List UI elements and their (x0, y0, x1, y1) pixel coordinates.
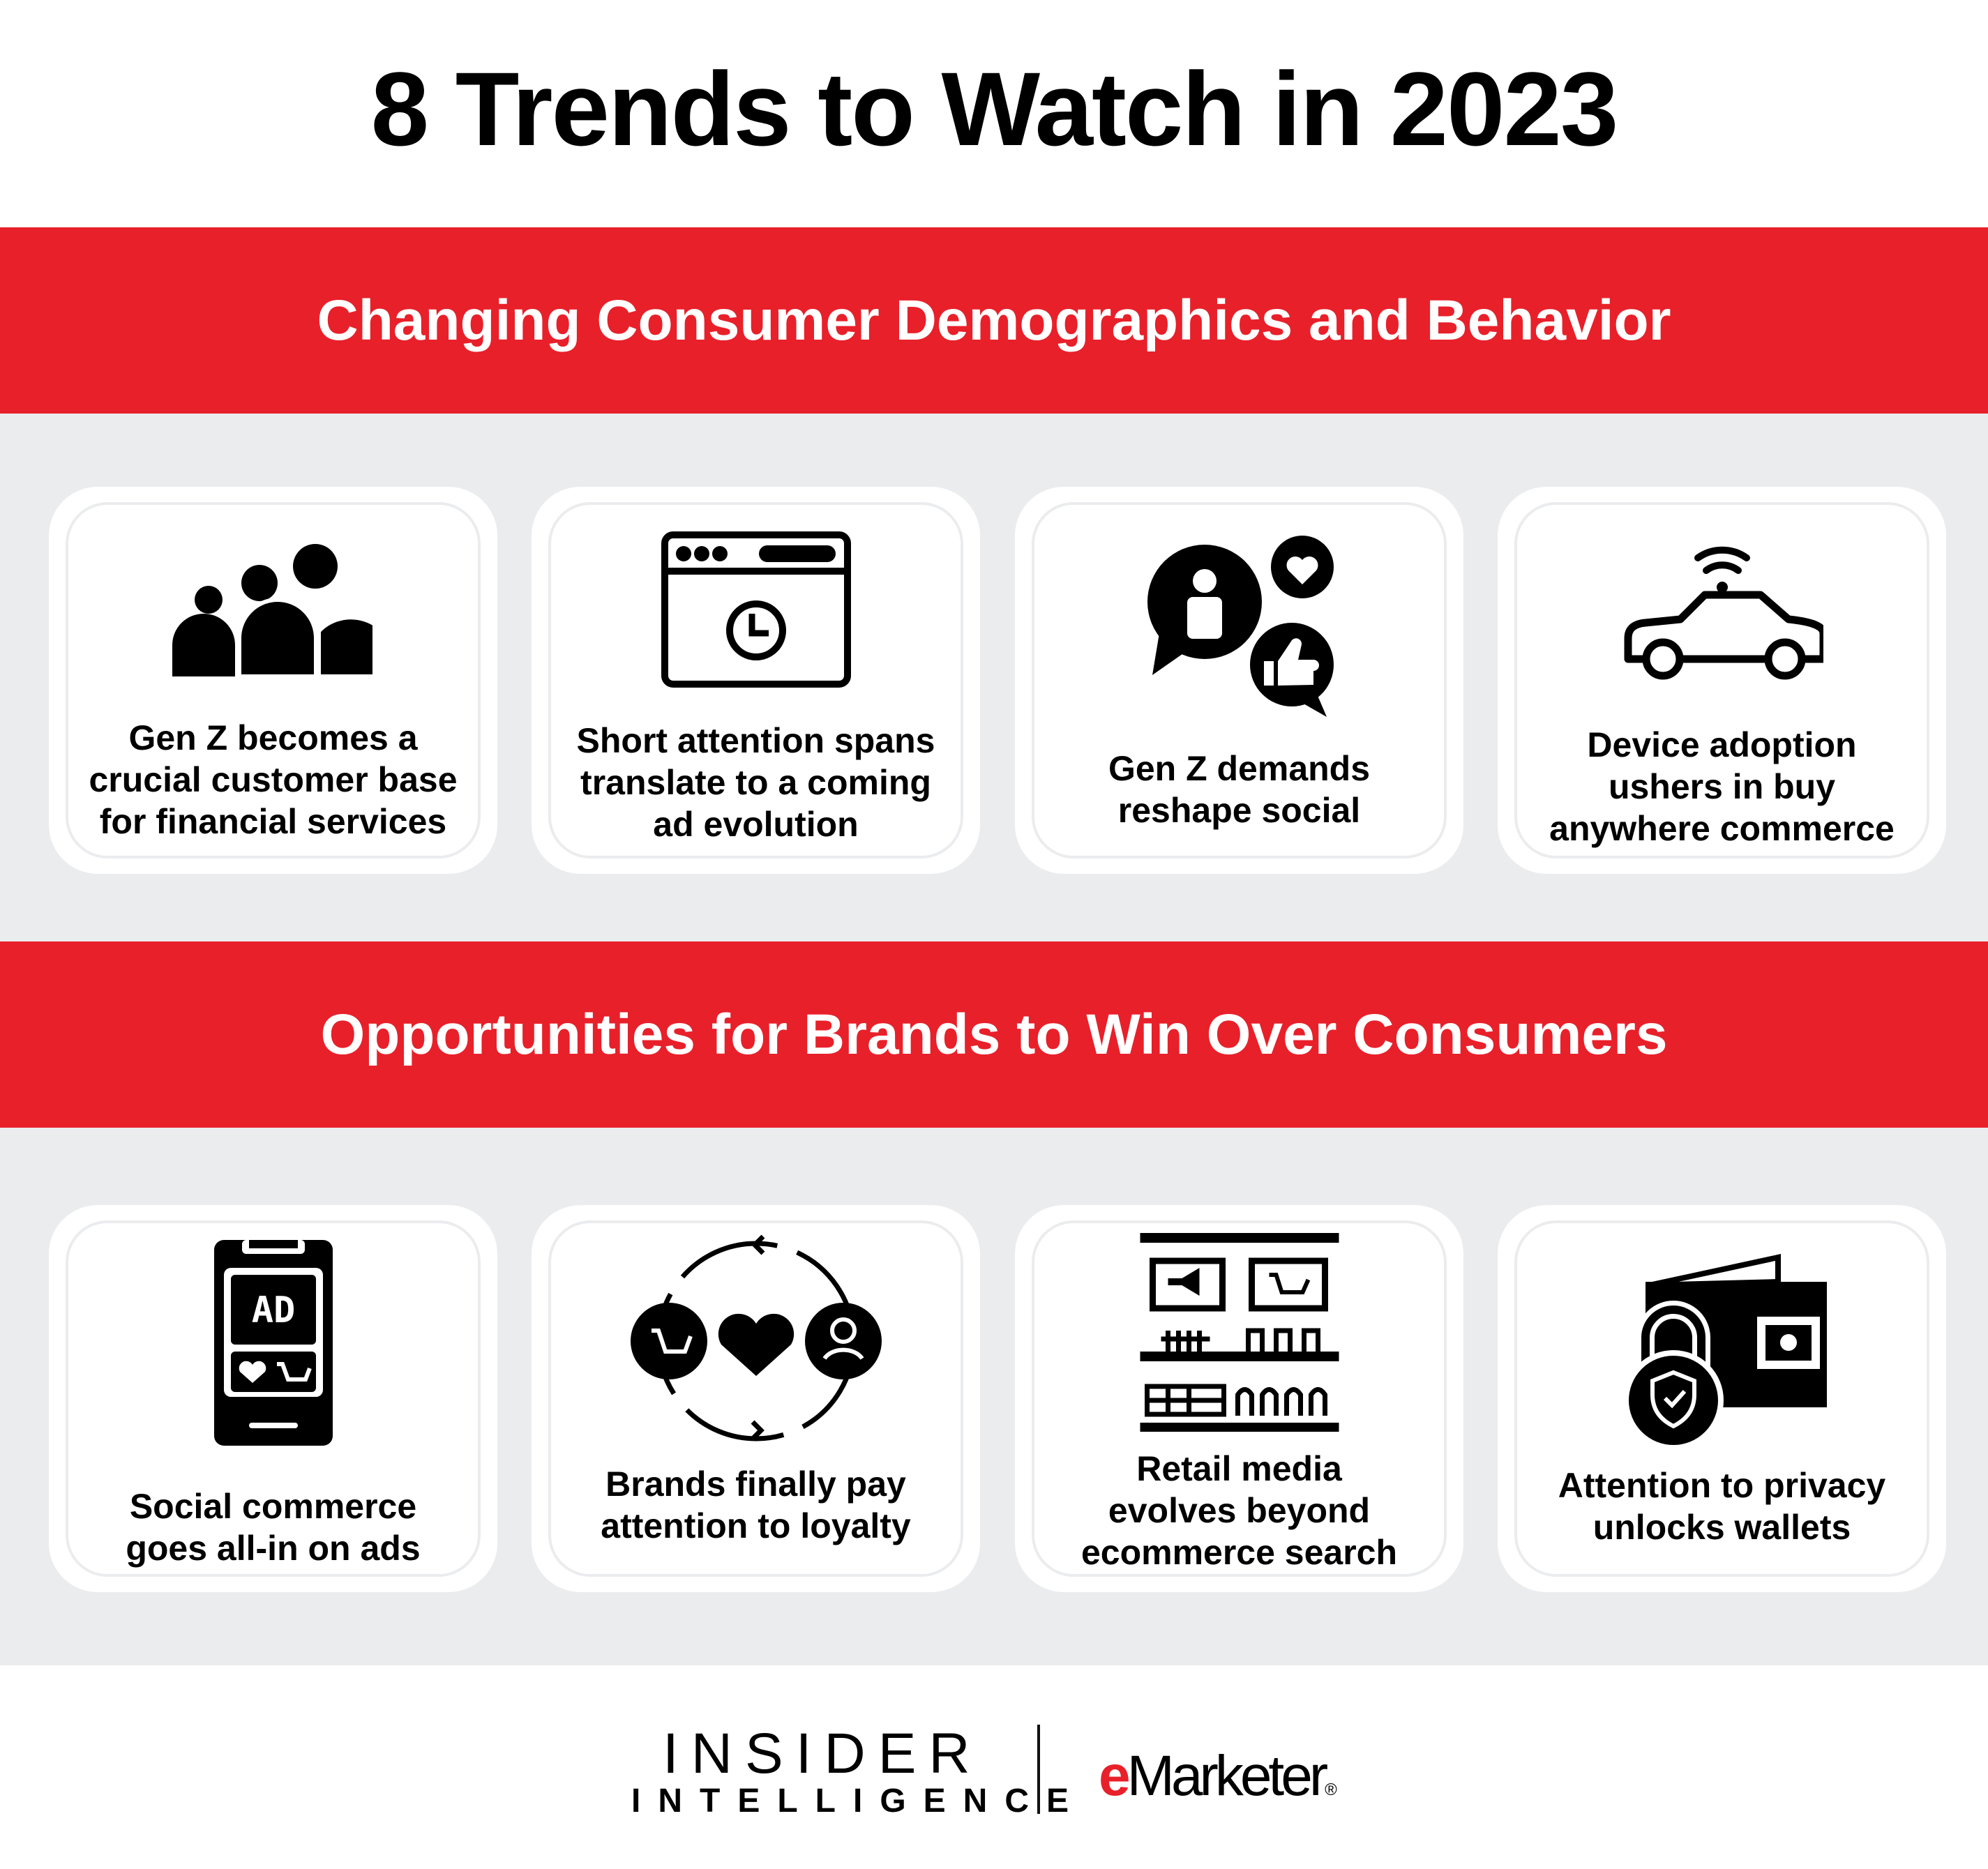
ad-label: AD (251, 1289, 295, 1331)
trend-text-line: unlocks wallets (1592, 1508, 1851, 1547)
trend-card: Retail media evolves beyond ecommerce se… (1015, 1205, 1463, 1592)
trend-text-line: attention to loyalty (601, 1506, 911, 1545)
browser-clock-icon (661, 531, 851, 688)
trend-text-line: anywhere commerce (1549, 809, 1895, 848)
trend-text-line: goes all-in on ads (126, 1529, 421, 1568)
emarketer-logo-e: e (1099, 1744, 1131, 1808)
trend-card: Device adoption ushers in buy anywhere c… (1498, 487, 1946, 874)
loyalty-cycle-icon (630, 1234, 882, 1442)
logo-divider (1037, 1725, 1040, 1814)
trend-text-line: Gen Z becomes a (128, 718, 418, 757)
trend-text-line: evolves beyond (1108, 1491, 1371, 1530)
trend-text-line: for financial services (99, 802, 447, 841)
emarketer-logo-text: Marketer (1127, 1744, 1329, 1808)
trend-card: Brands finally pay attention to loyalty (532, 1205, 980, 1592)
trend-text-line: Device adoption (1587, 725, 1857, 764)
trend-text-line: ad evolution (653, 805, 859, 844)
trend-text-line: ecommerce search (1080, 1533, 1398, 1572)
footer (0, 1665, 1988, 1869)
social-chat-like-icon (1147, 536, 1334, 717)
trend-text-line: Retail media (1136, 1449, 1342, 1488)
trend-card: Attention to privacy unlocks wallets (1498, 1205, 1946, 1592)
trend-text-line: Short attention spans (576, 721, 935, 760)
trend-card: Gen Z becomes a crucial customer base fo… (49, 487, 497, 874)
trend-text-line: Attention to privacy (1558, 1466, 1886, 1505)
trend-text-line: reshape social (1117, 791, 1361, 830)
insider-intelligence-logo: INSIDER (663, 1722, 983, 1785)
trend-text-line: crucial customer base (89, 760, 458, 799)
phone-ad-icon: AD (213, 1240, 333, 1446)
trend-card: Short attention spans translate to a com… (532, 487, 980, 874)
retail-shelf-icon (1140, 1233, 1339, 1432)
trend-text-line: translate to a coming (580, 763, 931, 802)
emarketer-logo: eMarketer® (1099, 1743, 1337, 1809)
trend-text-line: Gen Z demands (1108, 749, 1371, 788)
trend-text-line: Social commerce (129, 1487, 417, 1526)
section-heading-1: Changing Consumer Demographics and Behav… (0, 227, 1988, 414)
insider-intelligence-logo-sub: INTELLIGENCE (631, 1783, 1087, 1819)
trend-text-line: ushers in buy (1608, 767, 1836, 806)
connected-car-icon (1624, 546, 1823, 680)
people-group-icon (172, 544, 375, 679)
trend-text-line: Brands finally pay (605, 1465, 906, 1504)
trend-card: Gen Z demands reshape social (1015, 487, 1463, 874)
wallet-lock-icon (1622, 1254, 1827, 1451)
registered-mark: ® (1325, 1780, 1337, 1799)
page-title: 8 Trends to Watch in 2023 (370, 50, 1619, 167)
trend-card: AD Social commerce goes all-in on ads (49, 1205, 497, 1592)
section-heading-2: Opportunities for Brands to Win Over Con… (0, 941, 1988, 1128)
